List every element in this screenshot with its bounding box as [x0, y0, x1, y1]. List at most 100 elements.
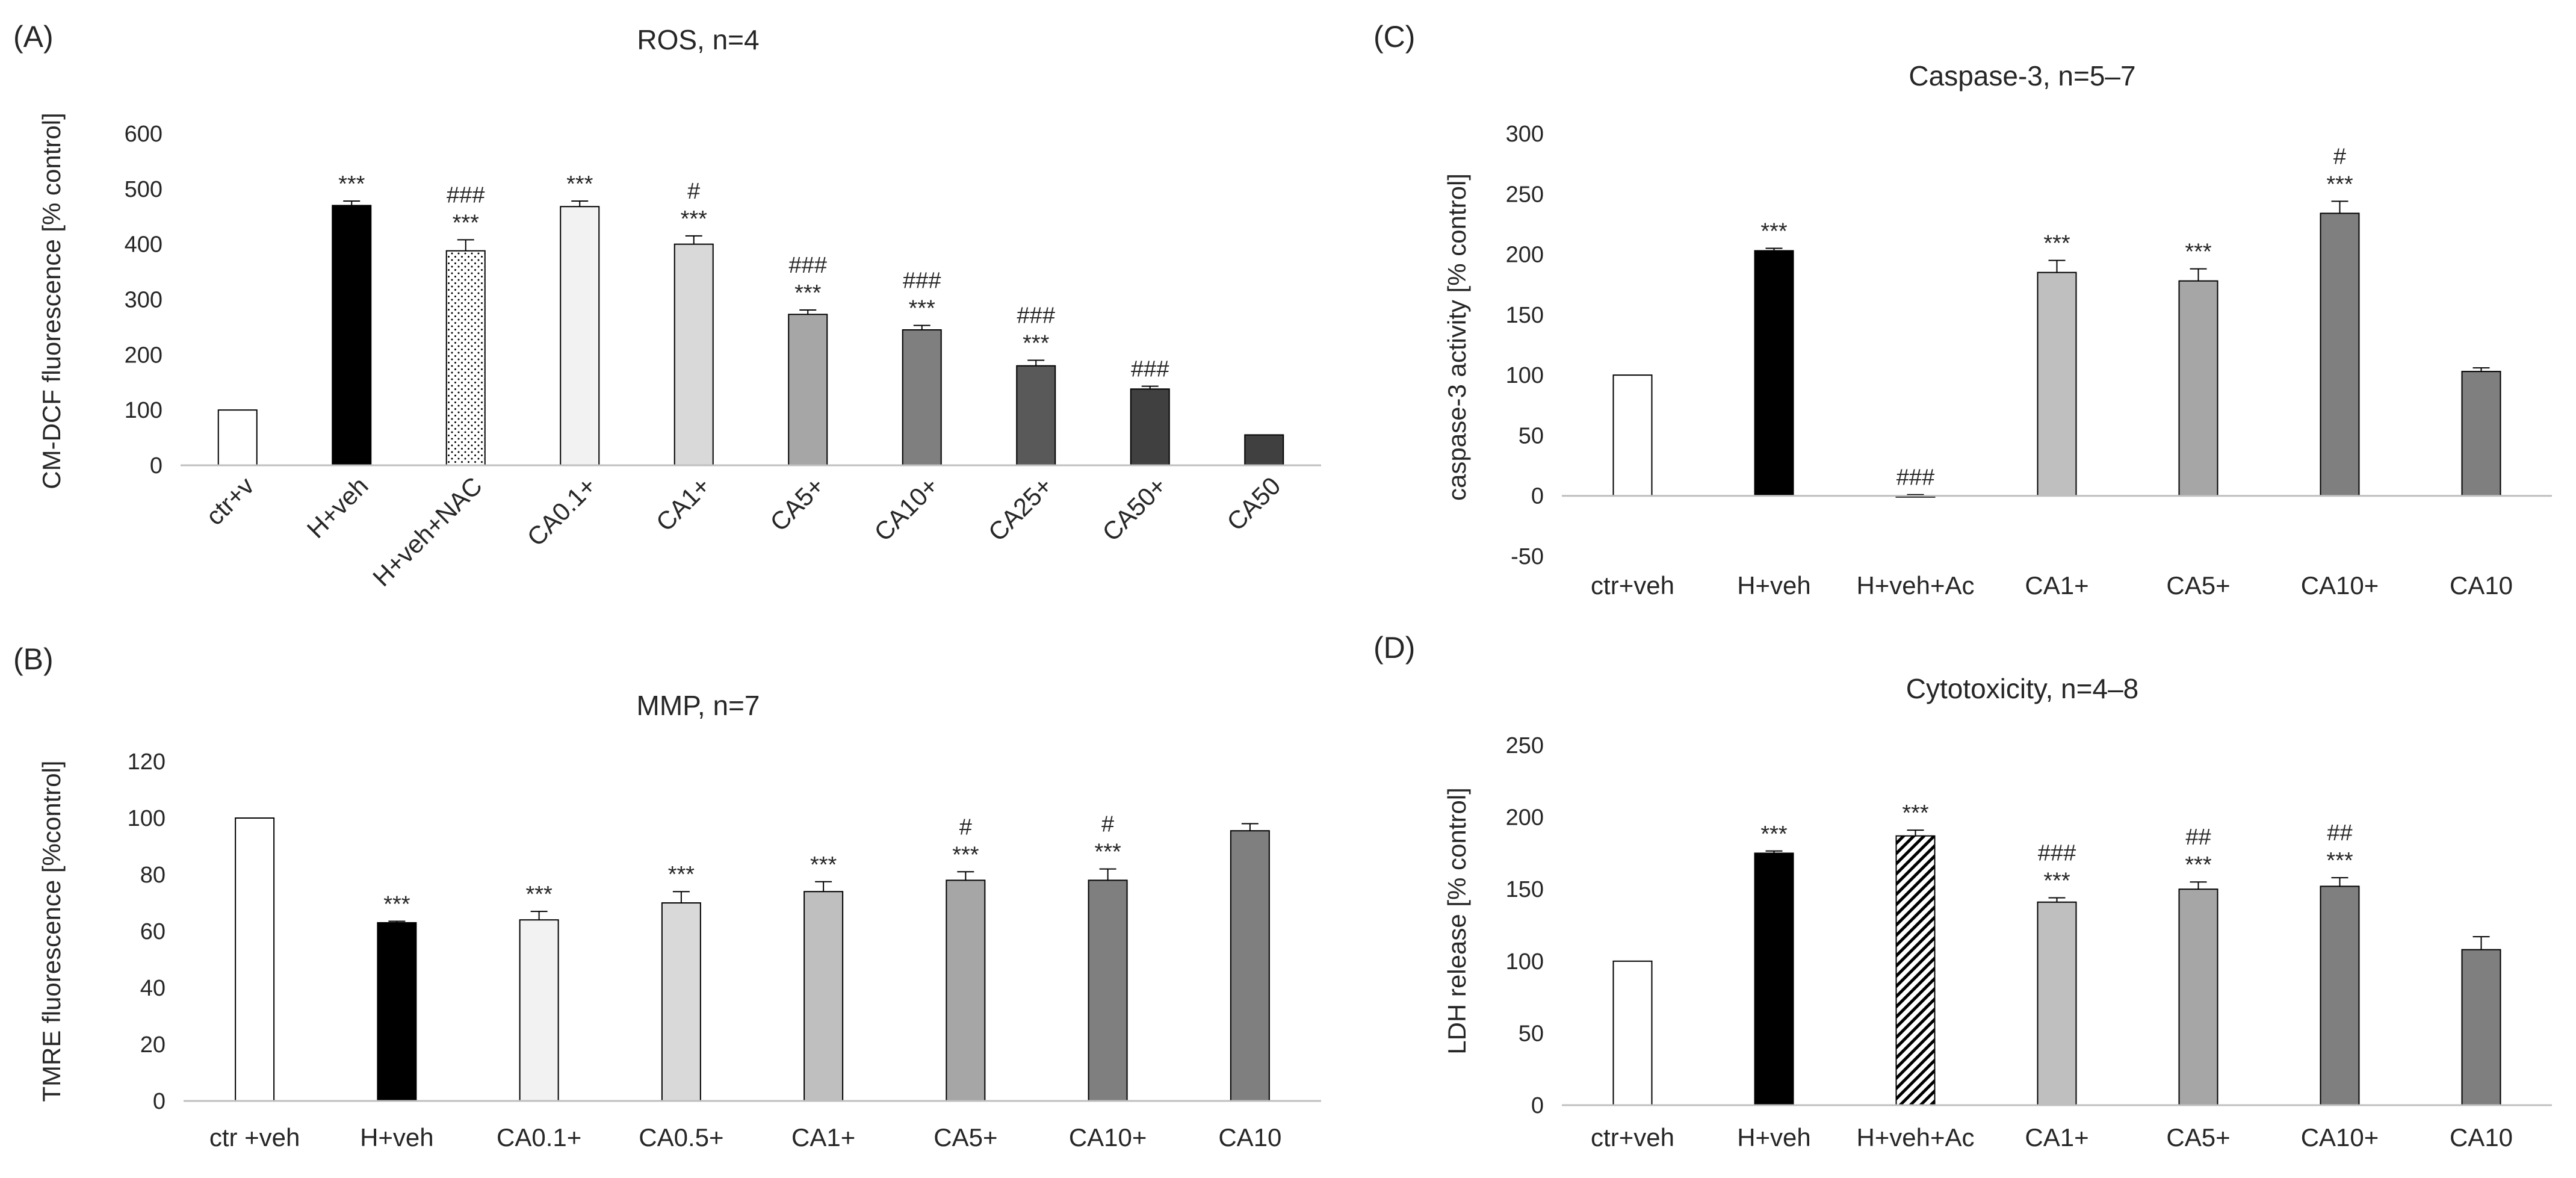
category-label: CA1+	[2025, 571, 2088, 600]
significance-marker: ***	[1902, 801, 1929, 826]
category-label: H+veh	[1737, 571, 1811, 600]
y-tick-label: 250	[1506, 733, 1544, 758]
category-label: CA5+	[933, 1123, 997, 1152]
significance-marker: ***	[2326, 172, 2353, 197]
bar	[377, 922, 417, 1102]
bar	[2320, 885, 2360, 1106]
category-labels: ctr+veh H+veh H+veh+Ac CA1+ CA5+ CA10+ CA10	[1591, 571, 2513, 600]
y-tick-label: 0	[153, 1089, 166, 1114]
y-tick-label: 120	[128, 749, 166, 775]
chart-mmp: (B) MMP, n=7 TMRE fluorescence [%control…	[13, 642, 1321, 1152]
significance-marker: ***	[909, 296, 936, 321]
bar	[1895, 835, 1936, 1106]
panel-letter: (D)	[1373, 631, 1415, 665]
y-tick-label: 150	[1506, 303, 1544, 328]
y-ticks: 0 100 200 300 400 500 600	[125, 122, 163, 479]
significance-marker: ###	[903, 268, 941, 294]
y-tick-label: 250	[1506, 182, 1544, 207]
significance-marker: ###	[1131, 357, 1169, 382]
bar	[2037, 901, 2077, 1106]
bar	[1754, 250, 1794, 497]
chart-title: Cytotoxicity, n=4–8	[1906, 673, 2139, 704]
significance-marker: ***	[952, 842, 979, 867]
category-label: ctr +veh	[209, 1123, 300, 1152]
significance-marker: ***	[383, 892, 410, 917]
y-tick-label: 300	[1506, 122, 1544, 147]
bar	[1016, 365, 1056, 467]
bar	[217, 409, 258, 467]
bar	[2037, 271, 2077, 497]
y-tick-label: 50	[1519, 423, 1544, 448]
significance-marker: ###	[447, 182, 485, 208]
category-label: H+veh+Ac	[1856, 1123, 1974, 1152]
significance-marker: ***	[2185, 240, 2212, 265]
y-ticks: -50 0 50 100 150 200 250 300	[1506, 122, 1544, 569]
category-label: H+veh	[302, 471, 374, 544]
category-label: CA25+	[983, 471, 1058, 547]
significance-labels: *** ****** *** ***#***#	[383, 812, 1121, 917]
category-label: H+veh	[360, 1123, 434, 1152]
significance-marker: #	[959, 814, 972, 840]
y-tick-label: -50	[1511, 544, 1544, 569]
bar	[902, 329, 942, 467]
significance-marker: ***	[2326, 848, 2353, 873]
significance-marker: ***	[668, 862, 695, 887]
category-label: CA10+	[2301, 1123, 2379, 1152]
significance-marker: ***	[2185, 852, 2212, 878]
y-tick-label: 200	[1506, 805, 1544, 831]
category-label: CA50	[1221, 471, 1286, 536]
category-label: CA0.1+	[521, 471, 601, 551]
bar	[1230, 830, 1270, 1102]
bar	[946, 879, 986, 1102]
y-tick-label: 40	[140, 976, 166, 1001]
bars	[217, 200, 1284, 467]
y-tick-label: 60	[140, 919, 166, 944]
significance-marker: ###	[1896, 465, 1934, 491]
category-label: ctr+veh	[1591, 1123, 1674, 1152]
bar	[560, 206, 600, 466]
significance-marker: ##	[2185, 825, 2211, 850]
bar	[661, 902, 701, 1102]
y-ticks: 0 50 100 150 200 250	[1506, 733, 1544, 1118]
category-label: CA10	[2450, 571, 2513, 600]
significance-marker: ###	[2038, 841, 2076, 866]
significance-marker: #	[2333, 144, 2346, 169]
bar	[332, 205, 372, 466]
y-tick-label: 600	[125, 122, 163, 147]
panel-letter: (B)	[13, 642, 54, 676]
bar	[1612, 960, 1653, 1106]
y-tick-label: 100	[1506, 363, 1544, 388]
y-tick-label: 50	[1519, 1021, 1544, 1046]
category-label: CA50+	[1097, 471, 1172, 547]
category-label: H+veh+Ac	[1856, 571, 1974, 600]
y-tick-label: 500	[125, 177, 163, 202]
y-axis-label: TMRE fluorescence [%control]	[37, 760, 66, 1102]
category-label: CA10+	[868, 471, 944, 547]
significance-marker: ***	[453, 210, 480, 235]
category-label: CA5+	[764, 471, 829, 536]
y-tick-label: 0	[1531, 484, 1544, 509]
bar	[2178, 888, 2218, 1106]
chart-title: ROS, n=4	[637, 24, 759, 55]
y-tick-label: 0	[1531, 1093, 1544, 1118]
significance-marker: ###	[1017, 303, 1055, 329]
significance-marker: ***	[681, 206, 708, 232]
y-tick-label: 200	[1506, 243, 1544, 268]
bar	[1244, 434, 1284, 466]
y-tick-label: 400	[125, 232, 163, 258]
chart-title: Caspase-3, n=5–7	[1909, 60, 2135, 91]
significance-marker: ##	[2327, 820, 2352, 846]
category-label: H+veh	[1737, 1123, 1811, 1152]
bars	[1612, 829, 2501, 1106]
bar	[2461, 371, 2501, 497]
panel-letter: (C)	[1373, 20, 1415, 54]
category-label: CA1+	[791, 1123, 855, 1152]
category-label: CA10	[2450, 1123, 2513, 1152]
category-labels: ctr +veh H+veh CA0.1+ CA0.5+ CA1+ CA5+ CA10+ CA…	[209, 1123, 1282, 1152]
category-label: CA1+	[2025, 1123, 2088, 1152]
chart-cytotoxicity: (D) Cytotoxicity, n=4–8 LDH release [% c…	[1373, 631, 2552, 1152]
category-label: CA5+	[2166, 571, 2230, 600]
category-label: CA0.5+	[639, 1123, 723, 1152]
y-tick-label: 300	[125, 288, 163, 313]
